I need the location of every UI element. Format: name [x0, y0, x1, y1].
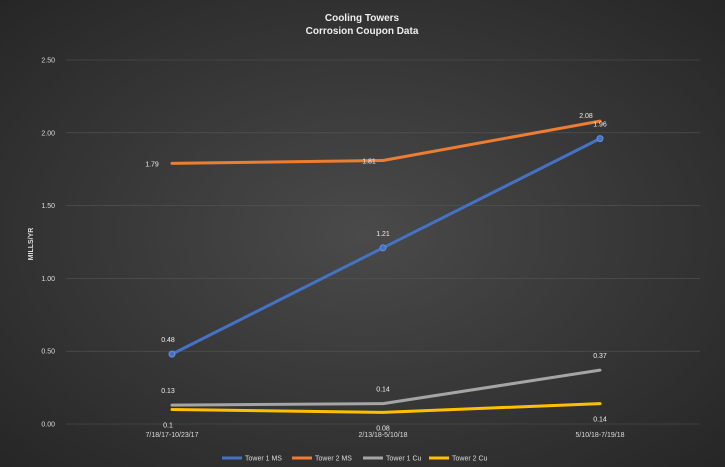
data-point	[168, 350, 176, 358]
data-point	[379, 244, 387, 252]
legend-label: Tower 2 MS	[315, 456, 352, 463]
data-label: 0.13	[161, 388, 175, 395]
legend-label: Tower 1 Cu	[386, 456, 422, 463]
data-label: 1.96	[593, 122, 607, 129]
data-label: 0.14	[376, 387, 390, 394]
x-tick-label: 5/10/18-7/19/18	[575, 432, 624, 439]
data-label: 0.08	[376, 425, 390, 432]
data-point	[596, 135, 604, 143]
legend-label: Tower 2 Cu	[452, 456, 488, 463]
y-tick-label: 0.00	[41, 422, 55, 429]
series-line	[170, 402, 602, 414]
y-tick-label: 1.50	[41, 203, 55, 210]
data-label: 0.37	[593, 353, 607, 360]
x-tick-label: 7/18/17-10/23/17	[146, 432, 199, 439]
y-axis-ticks: 0.00 0.50 1.00 1.50 2.00 2.50	[41, 58, 55, 429]
data-label: 0.48	[161, 337, 175, 344]
y-tick-label: 0.50	[41, 349, 55, 356]
y-tick-label: 2.00	[41, 130, 55, 137]
data-label: 1.81	[362, 158, 376, 165]
chart-subtitle: Corrosion Coupon Data	[306, 26, 419, 37]
y-tick-label: 2.50	[41, 58, 55, 65]
x-axis-ticks: 7/18/17-10/23/17 2/13/18-5/10/18 5/10/18-7…	[146, 432, 625, 439]
x-tick-label: 2/13/18-5/10/18	[358, 432, 407, 439]
series-line	[170, 119, 602, 165]
legend: Tower 1 MS Tower 2 MS Tower 1 Cu Tower 2 Cu	[222, 456, 488, 463]
data-label: 2.08	[579, 113, 593, 120]
chart-title: Cooling Towers	[325, 13, 400, 24]
legend-label: Tower 1 MS	[245, 456, 282, 463]
gridlines	[66, 59, 700, 425]
y-tick-label: 1.00	[41, 276, 55, 283]
y-axis-title: MILLS/YR	[28, 228, 35, 261]
series-line	[170, 368, 602, 407]
series-lines	[168, 119, 604, 414]
data-label: 1.79	[145, 161, 159, 168]
data-label: 1.21	[376, 231, 390, 238]
data-labels: 0.48 1.21 1.96 1.79 1.81 2.08 0.13 0.14 0.37 0.1 0…	[145, 113, 607, 432]
data-label: 0.14	[593, 417, 607, 424]
data-label: 0.1	[163, 422, 173, 429]
